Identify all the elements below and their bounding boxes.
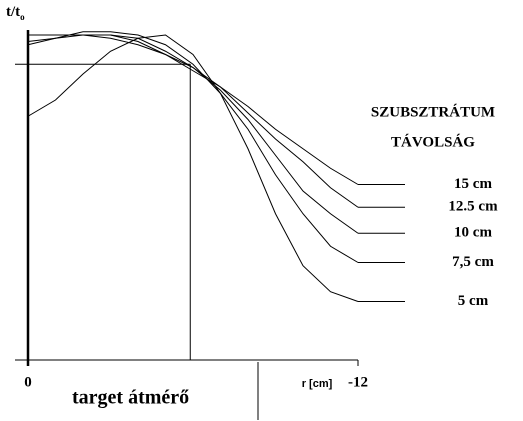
series-label: 7,5 cm [452,254,494,270]
legend-title: TÁVOLSÁG [391,133,475,150]
x-axis-label: r [cm] [302,378,333,390]
series-label: 5 cm [458,293,489,309]
series-line [28,34,359,208]
y-axis-label: t/to [6,4,25,22]
annotation: target átmérő [72,387,189,409]
y-axis-label-main: t/t [6,4,20,20]
x-tick-label: -12 [348,374,368,390]
series-line [27,31,359,263]
legend-title: SZUBSZTRÁTUM [371,103,495,120]
series-label: 10 cm [454,225,492,241]
series-label: 12.5 cm [448,199,498,215]
x-tick-label: 0 [24,374,32,390]
series-line [28,34,359,185]
series-line [27,34,359,302]
series-label: 15 cm [454,176,492,192]
y-axis-label-sub: o [20,12,25,22]
series-line [27,34,359,234]
